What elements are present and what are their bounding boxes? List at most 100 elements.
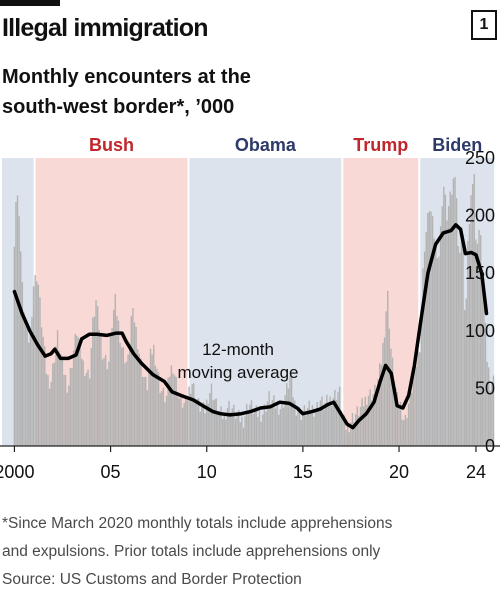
monthly-bar: [212, 400, 214, 446]
monthly-bar: [353, 422, 355, 446]
monthly-bar: [153, 344, 155, 446]
monthly-bar: [186, 400, 189, 446]
monthly-bar: [63, 374, 65, 446]
monthly-bar: [473, 174, 475, 446]
monthly-bar: [39, 297, 41, 446]
monthly-bar: [342, 416, 344, 446]
monthly-bar: [143, 376, 145, 446]
monthly-bar: [124, 363, 126, 446]
monthly-bar: [257, 416, 259, 446]
monthly-bar: [303, 405, 306, 446]
monthly-bar: [433, 238, 435, 446]
monthly-bar: [345, 429, 347, 446]
monthly-bar: [395, 388, 397, 446]
monthly-bar: [162, 387, 165, 446]
monthly-bar: [15, 201, 17, 446]
monthly-bar: [223, 413, 225, 446]
monthly-bar: [133, 322, 136, 446]
monthly-bar: [340, 410, 342, 446]
administration-label-bush: Bush: [89, 135, 134, 155]
monthly-bar: [306, 408, 309, 446]
monthly-bar: [87, 369, 89, 446]
monthly-bar: [270, 404, 272, 446]
monthly-bar: [56, 330, 59, 446]
monthly-bar: [476, 243, 479, 446]
monthly-bar: [202, 402, 205, 446]
monthly-bar: [220, 406, 222, 446]
monthly-bar: [231, 408, 233, 446]
monthly-bar: [101, 359, 104, 446]
monthly-bar: [229, 412, 232, 446]
monthly-bar: [197, 398, 200, 446]
monthly-bar: [77, 337, 80, 446]
monthly-bar: [404, 414, 407, 446]
monthly-bar: [417, 350, 419, 446]
monthly-bar: [262, 414, 264, 446]
monthly-bar: [117, 320, 120, 446]
monthly-bar: [130, 316, 133, 446]
monthly-bar: [16, 195, 19, 446]
monthly-bar: [460, 227, 463, 446]
monthly-bar: [225, 419, 227, 446]
monthly-bar: [13, 246, 16, 446]
monthly-bar: [459, 252, 461, 446]
monthly-bar: [298, 407, 301, 446]
x-tick-label: 20: [389, 462, 409, 480]
footnote-line-1: *Since March 2020 monthly totals include…: [2, 515, 393, 532]
monthly-bar: [351, 413, 354, 446]
monthly-bar: [419, 352, 421, 446]
monthly-bar: [167, 377, 169, 446]
monthly-bar: [210, 383, 213, 446]
monthly-bar: [332, 398, 334, 446]
monthly-bar: [47, 375, 49, 446]
monthly-bar: [385, 311, 387, 446]
monthly-bar: [327, 404, 330, 446]
monthly-bar: [362, 406, 365, 446]
monthly-bar: [439, 226, 442, 446]
monthly-bar: [52, 363, 54, 446]
monthly-bar: [361, 398, 363, 446]
monthly-bar: [141, 376, 144, 446]
administration-labels: Bush Obama Trump Biden: [89, 135, 482, 155]
monthly-bar: [157, 372, 160, 446]
monthly-bar: [111, 327, 113, 446]
monthly-bar: [55, 346, 57, 446]
monthly-bar: [31, 316, 33, 446]
monthly-bar: [127, 354, 129, 446]
monthly-bar: [193, 383, 195, 446]
monthly-bar: [205, 399, 208, 446]
monthly-bar: [435, 242, 437, 446]
monthly-bar: [260, 421, 262, 446]
y-tick-label: 250: [465, 148, 495, 168]
monthly-bar: [254, 409, 256, 446]
monthly-bar: [348, 432, 350, 446]
administration-band-obama: [189, 158, 342, 446]
monthly-bar: [403, 420, 405, 446]
monthly-bar: [412, 378, 415, 446]
monthly-bar: [32, 286, 35, 446]
monthly-bar: [420, 313, 423, 446]
monthly-bar: [343, 415, 346, 446]
monthly-bar: [443, 186, 445, 447]
monthly-bar: [181, 407, 184, 446]
monthly-bar: [359, 406, 362, 446]
monthly-bar: [481, 270, 483, 446]
monthly-bar: [446, 220, 448, 446]
monthly-bar: [135, 327, 137, 446]
x-tick-label: 15: [293, 462, 313, 480]
monthly-bar: [454, 176, 456, 446]
monthly-bar: [314, 410, 317, 446]
monthly-bar: [292, 397, 294, 446]
monthly-bar: [37, 284, 40, 446]
monthly-bar: [289, 376, 291, 446]
x-axis-ticks: 2000 05 10 15 20 24: [0, 446, 486, 480]
monthly-bar: [36, 281, 38, 446]
monthly-bar: [119, 342, 121, 446]
monthly-bar: [284, 395, 286, 446]
y-tick-label: 200: [465, 206, 495, 226]
monthly-bar: [20, 251, 22, 446]
monthly-bar: [486, 361, 488, 446]
monthly-bar: [44, 346, 46, 446]
monthly-bar: [106, 369, 108, 446]
monthly-bar: [367, 395, 370, 446]
